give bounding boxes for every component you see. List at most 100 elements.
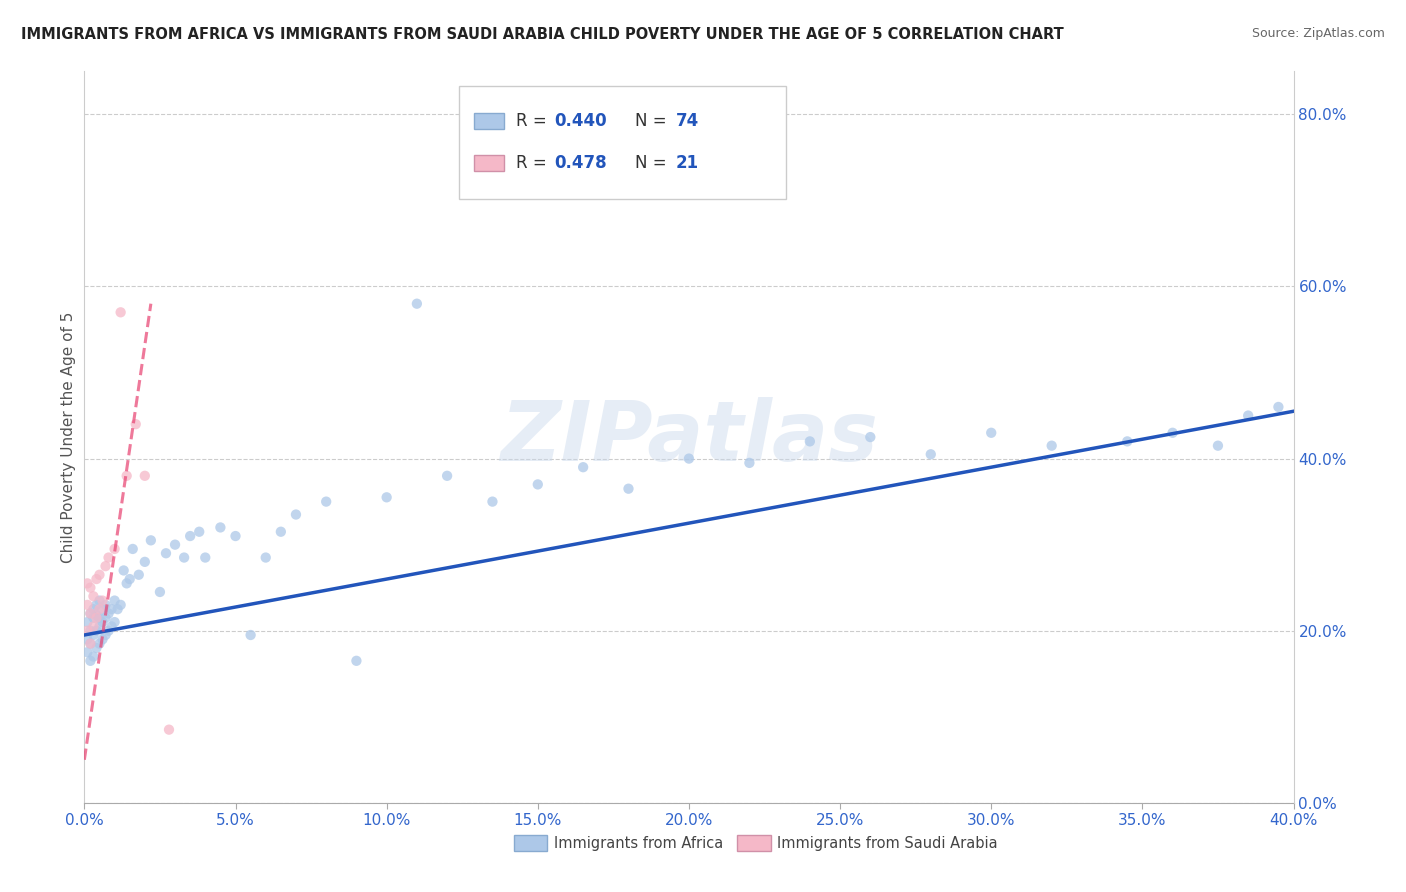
Point xyxy=(406,296,429,310)
Point xyxy=(79,654,101,668)
Text: Source: ZipAtlas.com: Source: ZipAtlas.com xyxy=(1251,27,1385,40)
Y-axis label: Child Poverty Under the Age of 5: Child Poverty Under the Age of 5 xyxy=(60,311,76,563)
Point xyxy=(82,611,104,625)
Text: Immigrants from Saudi Arabia: Immigrants from Saudi Arabia xyxy=(778,836,998,851)
Point xyxy=(134,468,156,483)
Point xyxy=(89,611,111,625)
Point xyxy=(91,593,114,607)
Point xyxy=(100,602,122,616)
Point xyxy=(107,602,129,616)
Point xyxy=(89,593,111,607)
Point xyxy=(97,550,120,565)
Point xyxy=(121,541,143,556)
FancyBboxPatch shape xyxy=(474,154,503,171)
Point xyxy=(86,598,108,612)
Point xyxy=(86,572,108,586)
Point xyxy=(799,434,821,449)
Point xyxy=(110,598,132,612)
Point xyxy=(112,564,135,578)
Point xyxy=(572,460,595,475)
Point xyxy=(115,468,138,483)
Text: R =: R = xyxy=(516,112,553,130)
Point xyxy=(980,425,1002,440)
Point xyxy=(100,619,122,633)
Point xyxy=(97,607,120,621)
Text: 74: 74 xyxy=(676,112,699,130)
Point xyxy=(254,550,277,565)
Point xyxy=(76,645,98,659)
Text: N =: N = xyxy=(634,153,672,172)
FancyBboxPatch shape xyxy=(474,113,503,129)
Point xyxy=(82,619,104,633)
Point xyxy=(76,632,98,647)
Point xyxy=(125,417,148,432)
Point xyxy=(89,619,111,633)
Point xyxy=(527,477,550,491)
Point xyxy=(104,593,127,607)
Point xyxy=(79,624,101,638)
Point xyxy=(115,576,138,591)
Point xyxy=(82,589,104,603)
FancyBboxPatch shape xyxy=(460,86,786,200)
Point xyxy=(86,640,108,655)
Point xyxy=(315,494,337,508)
Point xyxy=(89,602,111,616)
Text: N =: N = xyxy=(634,112,672,130)
Point xyxy=(239,628,262,642)
Point xyxy=(225,529,247,543)
Point xyxy=(82,602,104,616)
Point xyxy=(94,628,117,642)
Point xyxy=(1206,439,1229,453)
Point xyxy=(79,607,101,621)
Point xyxy=(97,624,120,638)
Point xyxy=(76,615,98,629)
Point xyxy=(1267,400,1289,414)
Point xyxy=(104,615,127,629)
Point xyxy=(481,494,503,508)
Point xyxy=(91,602,114,616)
Point xyxy=(82,628,104,642)
Point xyxy=(149,585,172,599)
Point xyxy=(155,546,177,560)
Text: IMMIGRANTS FROM AFRICA VS IMMIGRANTS FROM SAUDI ARABIA CHILD POVERTY UNDER THE A: IMMIGRANTS FROM AFRICA VS IMMIGRANTS FRO… xyxy=(21,27,1064,42)
Point xyxy=(194,550,217,565)
Point xyxy=(375,491,398,505)
Point xyxy=(104,541,127,556)
Point xyxy=(270,524,292,539)
Text: 0.478: 0.478 xyxy=(555,153,607,172)
Text: 0.440: 0.440 xyxy=(555,112,607,130)
Text: 21: 21 xyxy=(676,153,699,172)
Point xyxy=(209,520,232,534)
Point xyxy=(859,430,882,444)
Point xyxy=(436,468,458,483)
Text: R =: R = xyxy=(516,153,553,172)
Point xyxy=(738,456,761,470)
Point xyxy=(94,559,117,574)
Point xyxy=(86,624,108,638)
Point xyxy=(79,607,101,621)
Point xyxy=(1040,439,1063,453)
Point xyxy=(1237,409,1260,423)
Text: Immigrants from Africa: Immigrants from Africa xyxy=(554,836,723,851)
Point xyxy=(86,611,108,625)
Point xyxy=(134,555,156,569)
Point xyxy=(94,611,117,625)
FancyBboxPatch shape xyxy=(737,835,770,851)
Point xyxy=(76,576,98,591)
Point xyxy=(76,624,98,638)
Point xyxy=(79,637,101,651)
Point xyxy=(128,567,150,582)
Point xyxy=(188,524,211,539)
Point xyxy=(82,649,104,664)
Point xyxy=(179,529,201,543)
Point xyxy=(173,550,195,565)
Point xyxy=(157,723,180,737)
Point xyxy=(139,533,162,548)
Point xyxy=(285,508,308,522)
Point xyxy=(94,598,117,612)
Point xyxy=(76,598,98,612)
Point xyxy=(89,567,111,582)
Point xyxy=(118,572,141,586)
Point xyxy=(1161,425,1184,440)
Point xyxy=(165,538,187,552)
